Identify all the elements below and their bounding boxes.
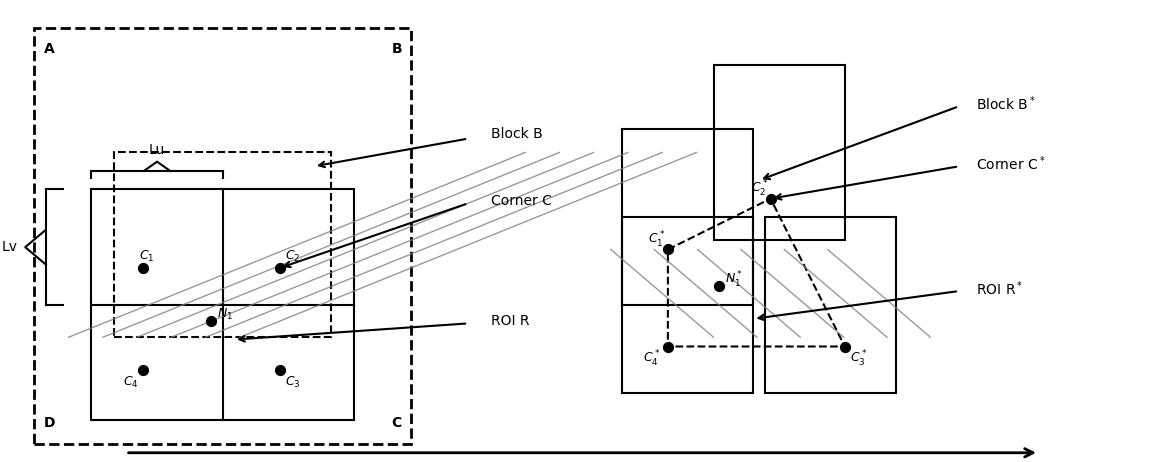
Text: $C_4$: $C_4$ xyxy=(123,375,140,390)
Point xyxy=(658,246,677,253)
Text: Corner C: Corner C xyxy=(491,194,552,208)
Point xyxy=(658,343,677,350)
Point xyxy=(271,264,289,272)
Text: $C_3^*$: $C_3^*$ xyxy=(851,349,868,369)
Text: $C_2^*$: $C_2^*$ xyxy=(751,179,769,199)
Text: A: A xyxy=(44,42,54,55)
Text: $N_1^*$: $N_1^*$ xyxy=(725,270,743,290)
Point xyxy=(134,366,152,373)
Bar xyxy=(114,152,331,337)
Text: Corner C$^*$: Corner C$^*$ xyxy=(977,155,1046,173)
Point xyxy=(271,366,289,373)
Text: $C_2$: $C_2$ xyxy=(285,249,301,264)
Text: C: C xyxy=(392,416,402,430)
Point xyxy=(710,283,729,290)
Bar xyxy=(764,217,896,393)
Point xyxy=(761,195,779,202)
Bar xyxy=(714,65,845,240)
Text: ROI R$^*$: ROI R$^*$ xyxy=(977,280,1024,298)
Text: ROI R: ROI R xyxy=(491,314,529,328)
Point xyxy=(202,317,220,325)
Text: Lv: Lv xyxy=(1,240,17,254)
Text: B: B xyxy=(391,42,402,55)
Bar xyxy=(91,189,354,420)
Bar xyxy=(623,129,754,305)
Text: Block B$^*$: Block B$^*$ xyxy=(977,95,1037,113)
Text: $N_1$: $N_1$ xyxy=(217,307,233,322)
Text: Block B: Block B xyxy=(491,127,543,141)
Point xyxy=(134,264,152,272)
Bar xyxy=(623,217,754,393)
Point xyxy=(836,343,854,350)
Text: $C_3$: $C_3$ xyxy=(285,375,301,390)
Text: D: D xyxy=(44,416,55,430)
Text: $C_1^*$: $C_1^*$ xyxy=(648,230,666,250)
Text: $C_4^*$: $C_4^*$ xyxy=(643,349,661,369)
Text: $C_1$: $C_1$ xyxy=(138,249,155,264)
Text: Lu: Lu xyxy=(149,143,165,157)
Bar xyxy=(35,28,412,444)
